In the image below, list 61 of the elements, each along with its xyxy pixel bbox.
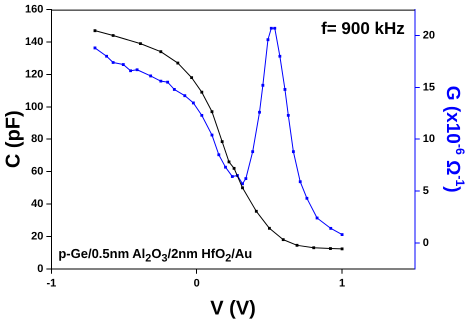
point	[296, 244, 298, 247]
point	[329, 226, 332, 230]
point	[241, 186, 244, 190]
point	[266, 38, 270, 42]
point	[232, 166, 236, 170]
y2-tick-label: 0	[422, 236, 429, 249]
point	[176, 62, 180, 64]
y2-tick-label: 20	[422, 30, 436, 42]
point	[224, 166, 227, 169]
point	[172, 88, 176, 91]
annotation: p-Ge/0.5nm Al$_{2}$O$_{3}$/2nm HfO$_{2}$/Au	[58, 246, 252, 266]
point	[282, 238, 285, 242]
point	[230, 175, 234, 178]
point	[340, 233, 344, 236]
y-axis-title: C (pF)	[2, 110, 25, 168]
y-tick-label: 120	[24, 68, 44, 80]
point	[261, 84, 264, 87]
annotation: f= 900 kHz	[321, 18, 405, 38]
point	[228, 160, 230, 164]
y-tick-label: 20	[31, 230, 44, 242]
point	[159, 80, 162, 83]
y-tick-label: 60	[31, 166, 44, 178]
point	[278, 54, 282, 58]
point	[94, 46, 96, 50]
point	[286, 114, 290, 117]
y-tick-label: 140	[24, 36, 44, 48]
point	[122, 63, 125, 66]
point	[149, 74, 152, 78]
point	[166, 80, 170, 84]
x-axis-title: V (V)	[210, 298, 256, 320]
y-tick-label: 160	[24, 4, 44, 16]
point	[136, 68, 139, 72]
point	[200, 114, 204, 117]
point	[112, 61, 115, 64]
point	[251, 150, 254, 154]
x-tick-label: 1	[339, 277, 346, 290]
y-tick-label: 40	[31, 198, 44, 210]
point	[268, 226, 271, 230]
y-tick-label: 80	[31, 133, 44, 146]
y2-tick-label: 10	[422, 133, 436, 146]
point	[305, 196, 308, 200]
point	[258, 110, 261, 114]
y-tick-label: 0	[37, 262, 44, 275]
x-tick-label: -1	[46, 277, 56, 290]
point	[340, 247, 344, 250]
point	[220, 140, 224, 144]
point	[183, 94, 186, 98]
x-tick-label: 0	[194, 277, 200, 290]
y2-tick-label: 5	[422, 185, 429, 198]
point	[210, 110, 214, 114]
point	[244, 177, 248, 180]
y2-axis-title: G (x10-6 Ω-1)	[442, 86, 468, 193]
point	[190, 76, 194, 80]
point	[129, 69, 132, 72]
point	[112, 34, 115, 37]
point	[192, 102, 195, 104]
point	[292, 150, 295, 154]
y-tick-label: 100	[24, 100, 44, 113]
y2-tick-label: 15	[422, 81, 436, 94]
point	[105, 54, 108, 58]
point	[94, 29, 96, 32]
